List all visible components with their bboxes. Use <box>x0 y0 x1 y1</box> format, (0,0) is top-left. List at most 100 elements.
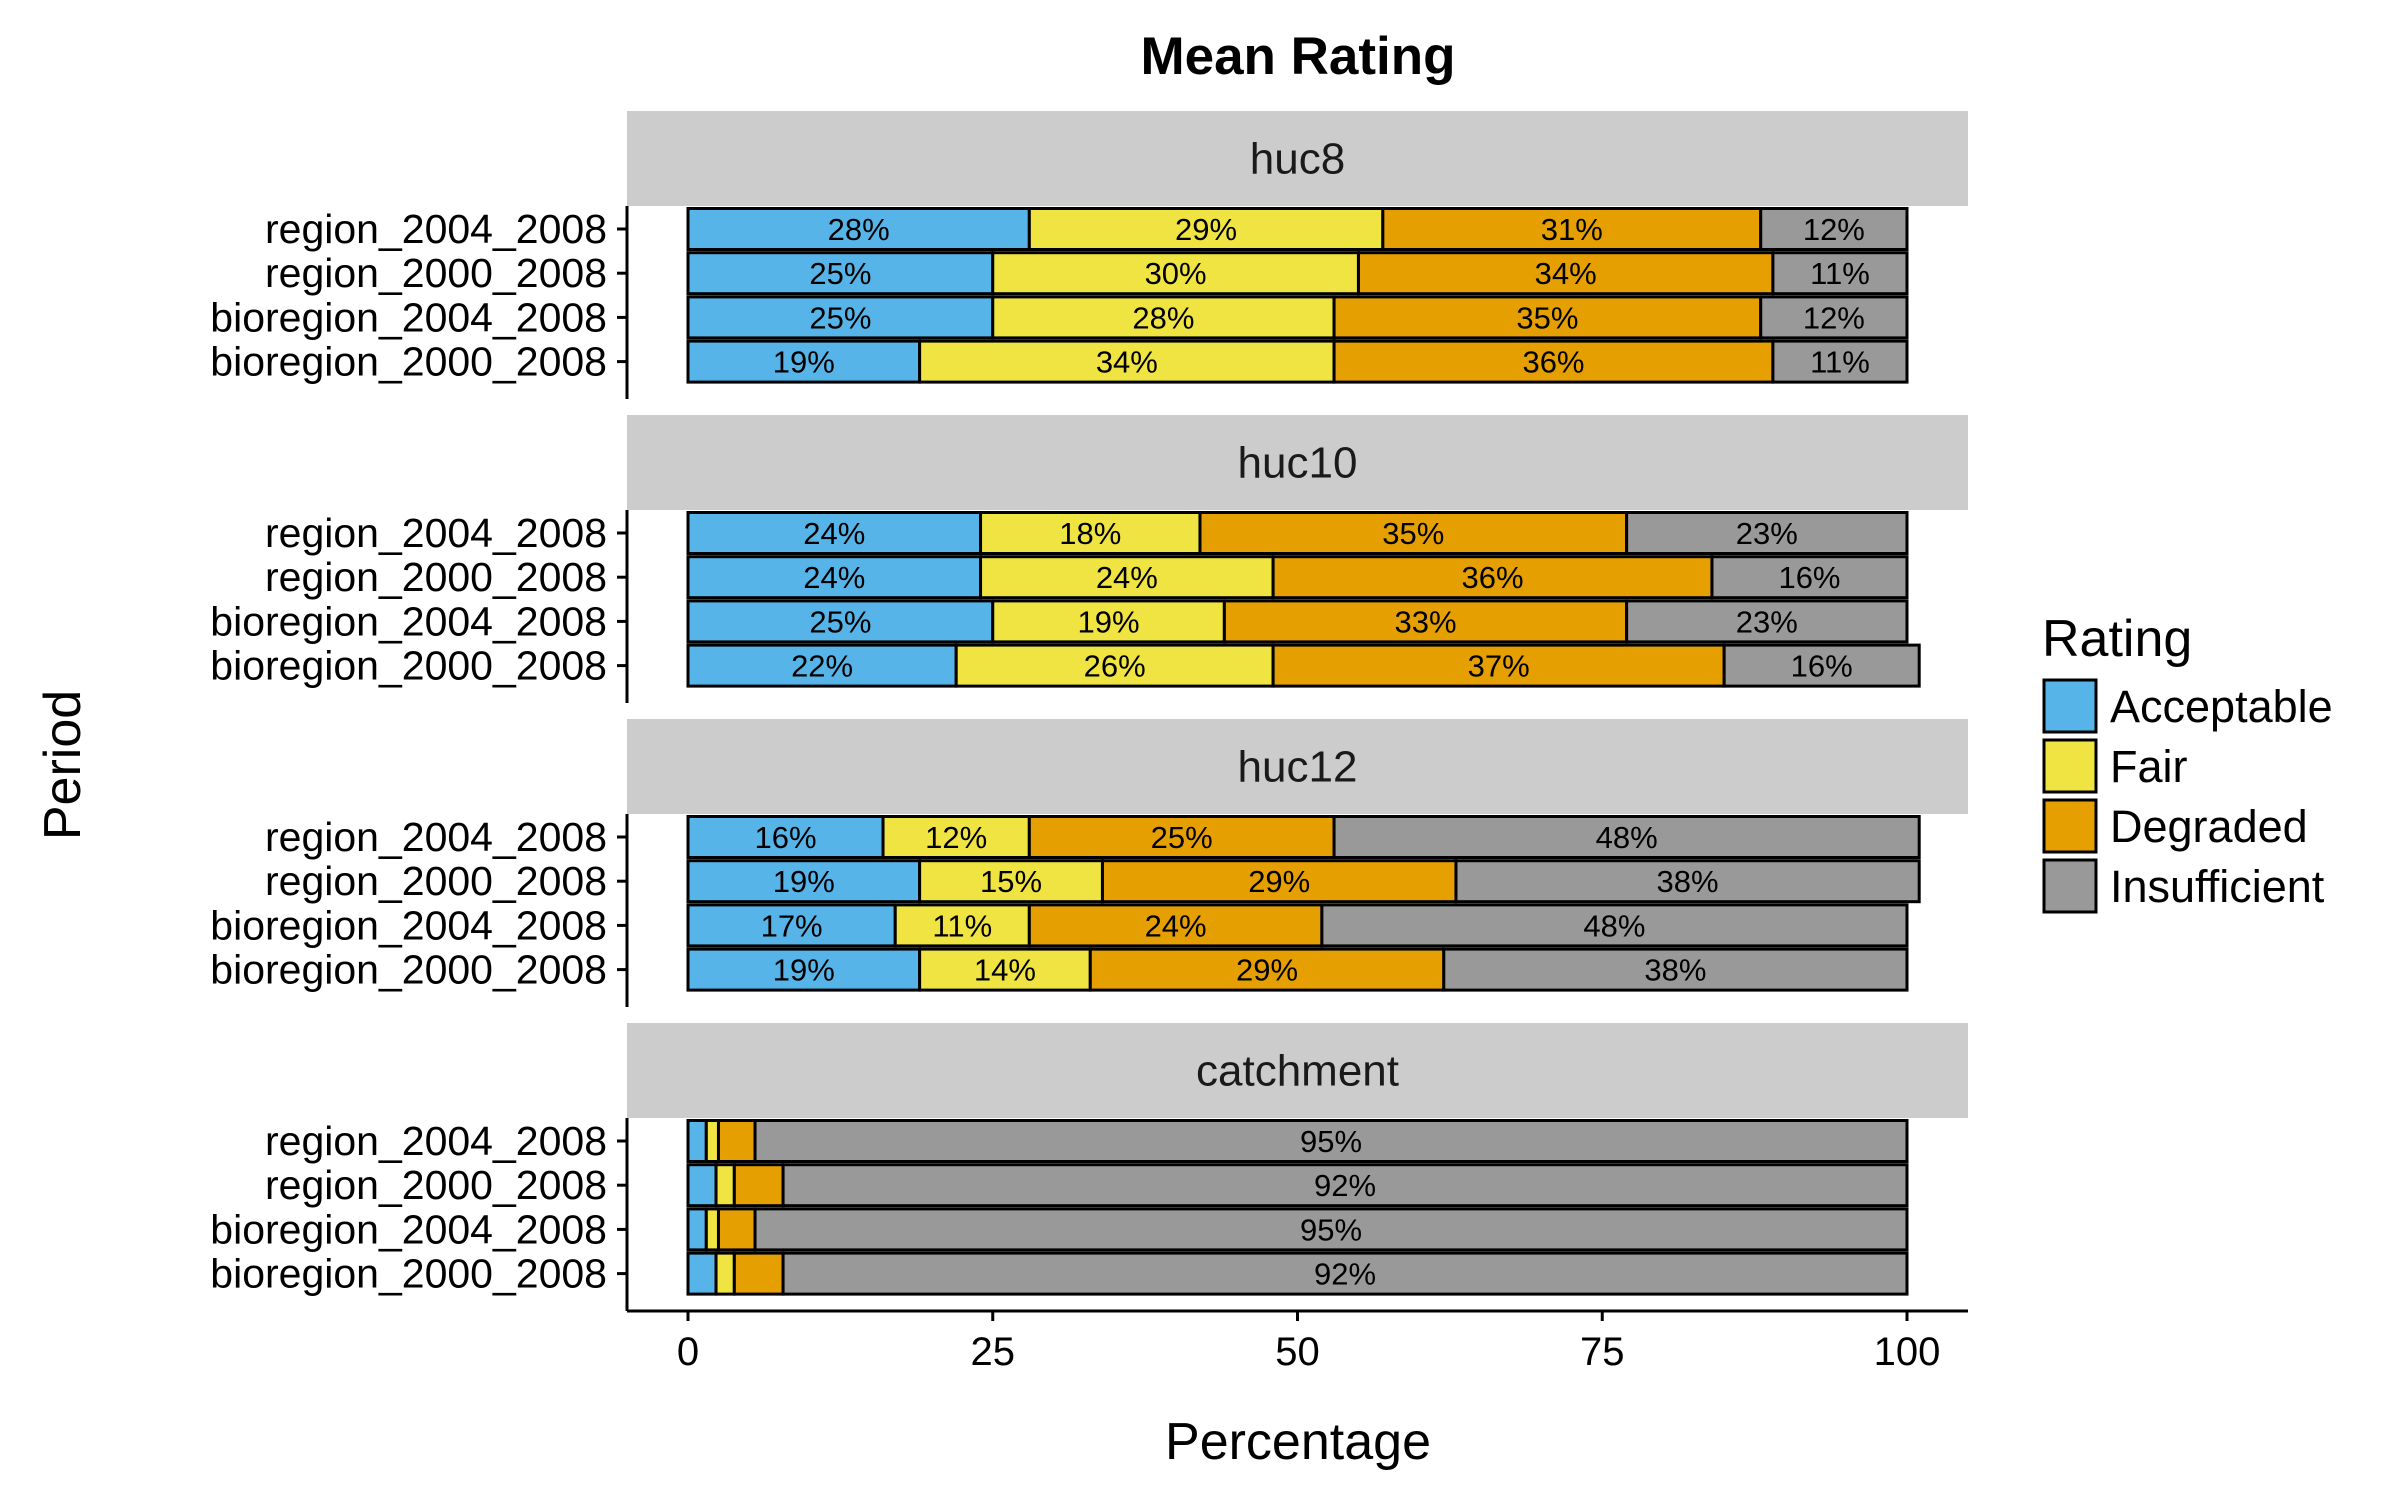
bar-segment-insufficient <box>781 1251 1909 1296</box>
legend-swatch <box>2042 798 2098 854</box>
bar-segment-insufficient <box>1759 207 1909 251</box>
bar-value-label: 28% <box>828 212 890 247</box>
y-tick-label: bioregion_2004_2008 <box>210 1206 607 1252</box>
bar-segment-degraded <box>1088 947 1446 992</box>
bar-value-label: 26% <box>1084 649 1146 684</box>
bar-row: region_2004_2008 95% <box>265 1118 1909 1164</box>
bar-value-label: 36% <box>1522 345 1584 380</box>
bar-segment-acceptable <box>686 1207 708 1252</box>
bar-value-label: 29% <box>1175 212 1237 247</box>
bar-segment-insufficient <box>1625 511 1909 555</box>
bar-value-label: 19% <box>773 345 835 380</box>
bar-value-label: 30% <box>1145 256 1207 291</box>
bar-value-label: 28% <box>1132 300 1194 335</box>
bar-segment-acceptable <box>686 339 922 384</box>
bar-segment-fair <box>918 339 1336 384</box>
legend-title: Rating <box>2042 610 2192 668</box>
bar-segment-fair <box>991 251 1360 296</box>
bar-segment-acceptable <box>686 859 922 904</box>
bar-row: region_2000_2008 19% 15% 29% 38% <box>265 858 1921 904</box>
bar-value-label: 92% <box>1314 1168 1376 1203</box>
bar-value-label: 25% <box>809 604 871 639</box>
bar-value-label: 19% <box>773 953 835 988</box>
y-tick-label: bioregion_2000_2008 <box>210 339 607 385</box>
bar-segment-acceptable <box>686 1163 718 1208</box>
bar-segment-insufficient <box>1771 251 1909 296</box>
bar-segment-fair <box>881 815 1031 859</box>
bar-value-label: 38% <box>1644 953 1706 988</box>
bar-segment-insufficient <box>1320 903 1909 948</box>
bar-row: bioregion_2004_2008 95% <box>210 1206 1909 1252</box>
legend-label: Fair <box>2110 741 2188 792</box>
legend-item-insufficient: Insufficient <box>2042 858 2325 914</box>
bar-value-label: 48% <box>1583 908 1645 943</box>
y-tick-label: region_2000_2008 <box>265 250 607 296</box>
bar-value-label: 36% <box>1462 560 1524 595</box>
bar-segment-fair <box>704 1207 720 1252</box>
bar-value-label: 17% <box>761 908 823 943</box>
x-tick-label: 25 <box>971 1330 1016 1374</box>
bar-row: bioregion_2000_2008 92% <box>210 1251 1909 1297</box>
legend-swatch <box>2042 858 2098 914</box>
bar-row: bioregion_2004_2008 17% 11% 24% 48% <box>210 902 1909 948</box>
bar-value-label: 48% <box>1596 820 1658 855</box>
facet-strip <box>627 1023 1968 1118</box>
x-axis: 0 25 50 75 100 <box>627 1309 1968 1374</box>
legend-item-fair: Fair <box>2042 738 2188 794</box>
bar-row: region_2004_2008 28% 29% 31% 12% <box>265 206 1909 252</box>
bar-segment-insufficient <box>1332 815 1921 859</box>
legend-label: Insufficient <box>2110 861 2325 912</box>
y-tick-label: bioregion_2000_2008 <box>210 643 607 689</box>
bar-value-label: 12% <box>1803 212 1865 247</box>
legend-swatch <box>2042 738 2098 794</box>
bar-value-label: 18% <box>1059 516 1121 551</box>
bar-segment-insufficient <box>753 1207 1909 1252</box>
bar-segment-insufficient <box>1442 947 1909 992</box>
bar-value-label: 11% <box>932 908 992 943</box>
y-tick-label: region_2004_2008 <box>265 510 607 556</box>
bar-value-label: 34% <box>1096 345 1158 380</box>
bar-value-label: 92% <box>1314 1257 1376 1292</box>
bar-value-label: 25% <box>809 300 871 335</box>
legend-swatch <box>2042 678 2098 734</box>
bar-segment-degraded <box>1332 339 1775 384</box>
bar-row: bioregion_2000_2008 19% 34% 36% 11% <box>210 339 1909 385</box>
bar-segment-degraded <box>1222 599 1629 644</box>
bar-segment-insufficient <box>781 1163 1909 1208</box>
bar-value-label: 29% <box>1248 864 1310 899</box>
bar-segment-degraded <box>1356 251 1775 296</box>
bar-row: region_2004_2008 24% 18% 35% 23% <box>265 510 1909 556</box>
bar-segment-insufficient <box>1722 643 1921 688</box>
x-axis-title: Percentage <box>1165 1413 1431 1471</box>
y-tick-label: bioregion_2004_2008 <box>210 902 607 948</box>
bar-value-label: 12% <box>1803 300 1865 335</box>
bar-value-label: 25% <box>1151 820 1213 855</box>
bar-row: region_2004_2008 16% 12% 25% 48% <box>265 814 1921 860</box>
bar-segment-degraded <box>1332 295 1763 340</box>
bar-value-label: 23% <box>1736 516 1798 551</box>
bar-value-label: 37% <box>1468 649 1530 684</box>
y-tick-label: region_2004_2008 <box>265 206 607 252</box>
bar-segment-acceptable <box>686 947 922 992</box>
y-axis-title: Period <box>34 690 92 840</box>
bar-segment-fair <box>893 903 1031 948</box>
bar-segment-degraded <box>1381 207 1763 251</box>
bar-value-label: 22% <box>791 649 853 684</box>
bar-row: bioregion_2000_2008 22% 26% 37% 16% <box>210 643 1921 689</box>
y-tick-label: bioregion_2004_2008 <box>210 598 607 644</box>
y-tick-label: region_2000_2008 <box>265 1162 607 1208</box>
bar-value-label: 14% <box>974 953 1036 988</box>
bar-segment-insufficient <box>1710 555 1909 600</box>
legend-label: Degraded <box>2110 801 2308 852</box>
bar-segment-acceptable <box>686 1251 718 1296</box>
bar-segment-acceptable <box>686 1119 708 1163</box>
bar-value-label: 24% <box>803 560 865 595</box>
bar-segment-degraded <box>1027 903 1324 948</box>
x-tick-label: 75 <box>1580 1330 1625 1374</box>
bar-value-label: 95% <box>1300 1124 1362 1159</box>
bar-segment-degraded <box>732 1251 785 1296</box>
bar-segment-insufficient <box>1625 599 1909 644</box>
